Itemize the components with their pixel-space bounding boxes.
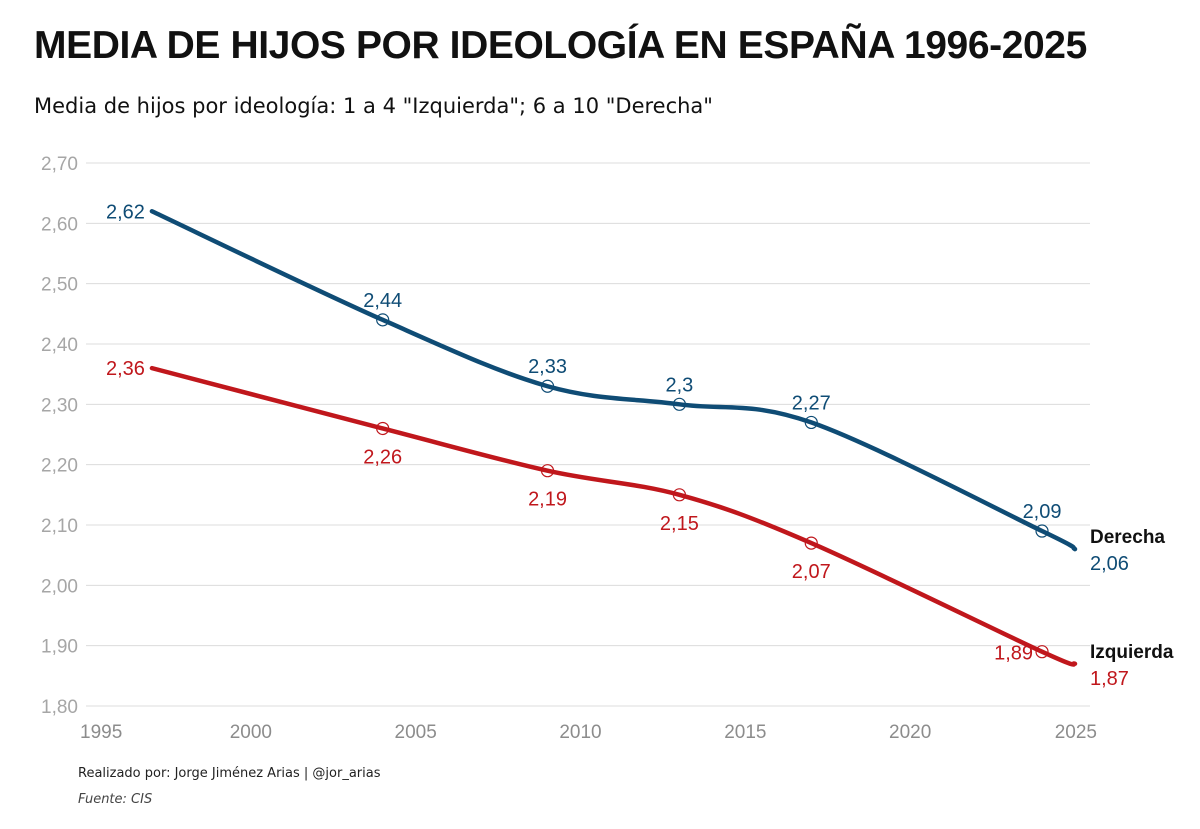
series-izquierda: 2,36 2,26 2,19 2,15 2,07 1,89 1,87 Izquierda: [106, 358, 1174, 690]
data-label: 2,36: [106, 358, 145, 380]
credit-text: Realizado por: Jorge Jiménez Arias | @jo…: [78, 766, 381, 781]
data-point-marker: [1035, 645, 1049, 659]
data-point-marker: [540, 464, 555, 478]
series-layer: 2,622,442,332,32,272,092,06Derecha2,362,…: [106, 201, 1174, 690]
series-name-label: Derecha: [1090, 527, 1165, 548]
data-label: 1,87: [1090, 668, 1129, 690]
source-text: Fuente: CIS: [78, 792, 153, 807]
x-tick-label: 2015: [724, 722, 766, 743]
y-tick-label: 2,40: [41, 335, 78, 356]
data-point-marker: [1035, 524, 1049, 538]
data-label: 2,19: [528, 489, 567, 511]
data-point-marker: [540, 379, 555, 393]
y-tick-label: 2,10: [41, 516, 78, 537]
x-tick-label: 2010: [559, 722, 601, 743]
y-tick-label: 2,50: [41, 275, 78, 296]
data-label: 2,62: [106, 201, 145, 223]
x-tick-label: 2020: [889, 722, 931, 743]
data-point-marker: [376, 313, 390, 327]
y-tick-label: 2,70: [41, 154, 78, 175]
y-tick-label: 2,30: [41, 395, 78, 416]
data-label: 2,33: [528, 356, 567, 378]
chart-subtitle: Media de hijos por ideología: 1 a 4 "Izq…: [34, 94, 713, 118]
series-derecha: 2,62 2,44 2,33 2,3 2,27 2,09 2,06 Derecha: [106, 201, 1165, 575]
data-point-marker: [376, 421, 390, 436]
series-name-label: Izquierda: [1090, 642, 1174, 663]
series-line-izquierda: [149, 365, 1078, 667]
data-label: 2,27: [792, 392, 831, 414]
data-label: 2,26: [363, 446, 402, 468]
series-line-derecha: [149, 209, 1078, 552]
data-label: 1,89: [994, 643, 1033, 665]
y-tick-label: 2,20: [41, 456, 78, 477]
data-label: 2,07: [792, 561, 831, 583]
x-tick-label: 2005: [395, 722, 437, 743]
data-label: 2,06: [1090, 553, 1129, 575]
x-tick-label: 1995: [80, 722, 122, 743]
data-label: 2,3: [665, 374, 693, 396]
data-label: 2,44: [363, 290, 402, 312]
data-point-marker: [672, 488, 687, 502]
x-axis: 1995 2000 2005 2010 2015 2020 2025: [80, 722, 1097, 743]
y-tick-label: 1,90: [41, 637, 78, 658]
x-tick-label: 2000: [230, 722, 272, 743]
y-tick-label: 2,60: [41, 214, 78, 235]
y-axis: 1,80 1,90 2,00 2,10 2,20 2,30 2,40 2,50 2,60 2,70: [41, 154, 78, 718]
y-tick-label: 1,80: [41, 697, 78, 718]
data-point-marker: [672, 397, 687, 411]
data-point-marker: [804, 536, 818, 550]
data-point-marker: [804, 415, 818, 430]
x-tick-label: 2025: [1055, 722, 1097, 743]
chart-title: MEDIA DE HIJOS POR IDEOLOGÍA EN ESPAÑA 1…: [34, 24, 1087, 67]
gridlines: [86, 162, 1090, 707]
data-label: 2,09: [1023, 501, 1062, 523]
data-label: 2,15: [660, 513, 699, 535]
y-tick-label: 2,00: [41, 576, 78, 597]
